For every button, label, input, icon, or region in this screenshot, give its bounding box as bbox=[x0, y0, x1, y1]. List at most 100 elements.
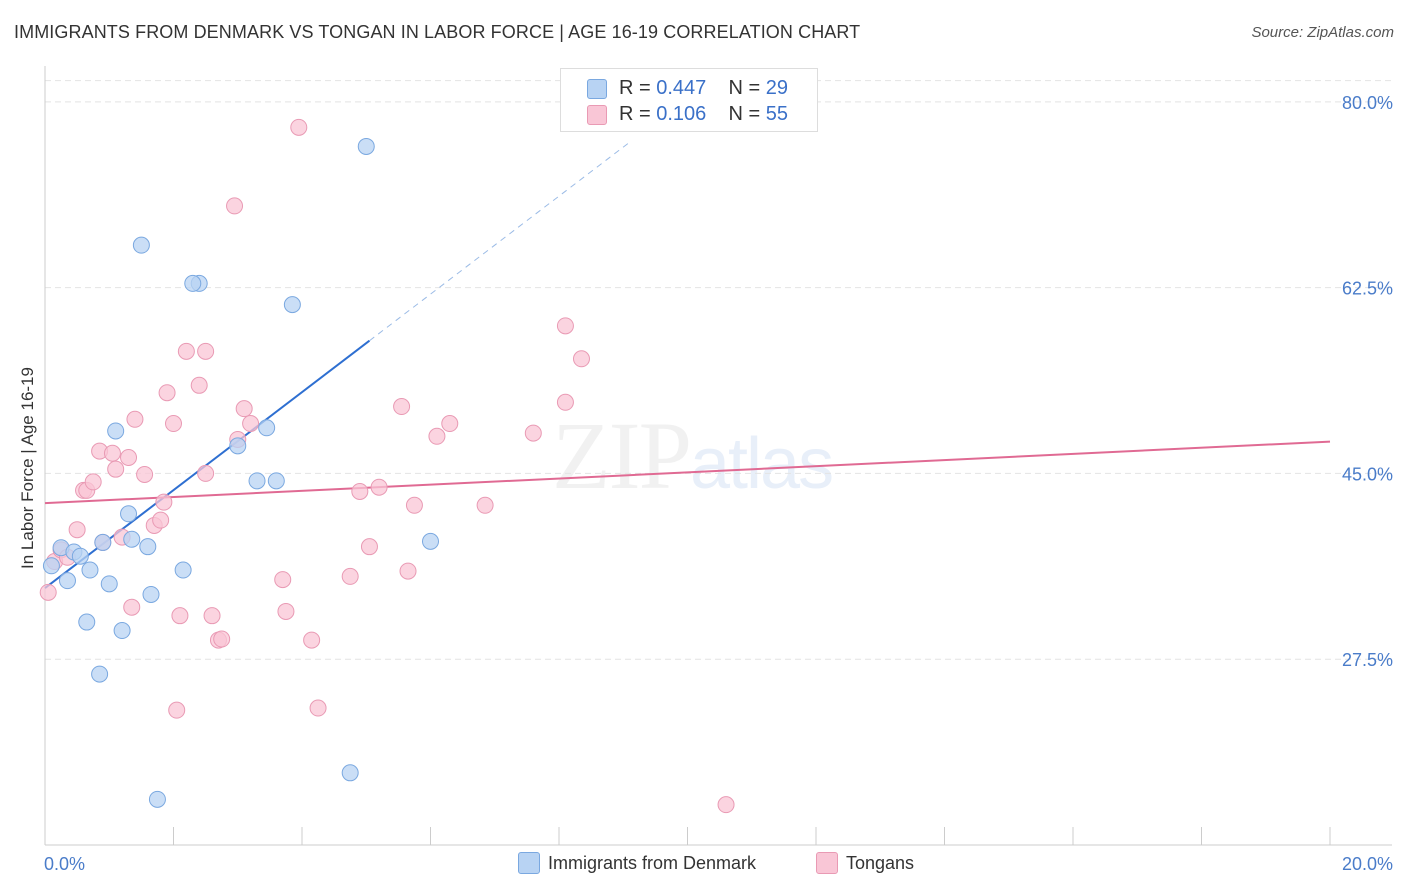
n-label: N = bbox=[728, 103, 761, 125]
point-tongan bbox=[524, 424, 542, 442]
point-denmark bbox=[229, 437, 247, 455]
point-denmark bbox=[42, 557, 60, 575]
point-tongan bbox=[120, 449, 138, 466]
point-tongan bbox=[197, 464, 215, 482]
bottom-swatch-tongan bbox=[816, 852, 838, 874]
point-denmark bbox=[174, 561, 192, 579]
point-tongan bbox=[177, 342, 195, 360]
point-tongan bbox=[277, 602, 295, 620]
point-tongan bbox=[717, 796, 735, 814]
legend-swatch-denmark bbox=[587, 79, 607, 99]
point-tongan bbox=[476, 496, 494, 514]
axes bbox=[44, 66, 1392, 846]
point-denmark bbox=[248, 472, 266, 490]
trendline-denmark-extension bbox=[369, 141, 630, 342]
r-value: 0.447 bbox=[656, 77, 707, 99]
y-tick-label: 62.5% bbox=[1342, 279, 1393, 299]
point-tongan bbox=[556, 393, 574, 411]
point-tongan bbox=[309, 699, 327, 717]
watermark-atlas: atlas bbox=[690, 424, 834, 504]
point-denmark bbox=[184, 274, 202, 292]
point-denmark bbox=[107, 422, 125, 440]
point-tongan bbox=[556, 317, 574, 335]
point-tongan bbox=[107, 460, 125, 478]
n-label: N = bbox=[728, 77, 761, 99]
point-tongan bbox=[370, 478, 388, 496]
point-denmark bbox=[148, 790, 166, 808]
r-value: 0.106 bbox=[656, 103, 707, 125]
point-tongan bbox=[103, 444, 121, 462]
point-tongan bbox=[274, 571, 292, 589]
point-tongan bbox=[190, 376, 208, 394]
point-denmark bbox=[258, 419, 276, 437]
point-tongan bbox=[341, 567, 359, 585]
point-denmark bbox=[123, 530, 141, 548]
trendline-denmark bbox=[44, 339, 371, 589]
point-tongan bbox=[68, 521, 86, 539]
point-tongan bbox=[441, 415, 459, 433]
point-denmark bbox=[120, 505, 138, 523]
x-tick-label-min: 0.0% bbox=[44, 854, 85, 874]
tick-labels: 27.5% 45.0% 62.5% 80.0% 0.0% 20.0% bbox=[44, 93, 1393, 874]
source-credit: Source: ZipAtlas.com bbox=[1251, 24, 1394, 41]
r-label: R = bbox=[619, 77, 651, 99]
point-denmark bbox=[58, 572, 76, 590]
legend-stats-denmark: R = 0.447 N = 29 bbox=[619, 77, 788, 100]
data-points bbox=[39, 118, 735, 814]
bottom-legend-label-tongan: Tongans bbox=[846, 853, 915, 873]
bottom-legend-label-denmark: Immigrants from Denmark bbox=[548, 853, 757, 873]
point-denmark bbox=[81, 561, 99, 579]
point-tongan bbox=[39, 583, 57, 601]
point-tongan bbox=[168, 701, 186, 719]
point-denmark bbox=[91, 665, 109, 683]
point-denmark bbox=[357, 137, 375, 155]
chart-title: IMMIGRANTS FROM DENMARK VS TONGAN IN LAB… bbox=[14, 22, 861, 42]
trendline-tongan bbox=[44, 440, 1331, 505]
point-tongan bbox=[360, 538, 378, 556]
point-denmark bbox=[283, 296, 301, 314]
correlation-legend: R = 0.447 N = 29 R = 0.106 N = 55 bbox=[560, 68, 818, 132]
point-denmark bbox=[78, 613, 96, 631]
point-tongan bbox=[155, 493, 173, 511]
point-denmark bbox=[267, 472, 285, 490]
y-tick-label: 27.5% bbox=[1342, 650, 1393, 670]
n-value: 55 bbox=[765, 103, 789, 125]
legend-swatch-tongan bbox=[587, 105, 607, 125]
point-tongan bbox=[152, 511, 170, 529]
point-tongan bbox=[197, 342, 215, 360]
point-denmark bbox=[94, 533, 112, 551]
point-tongan bbox=[572, 350, 590, 368]
point-tongan bbox=[399, 562, 417, 580]
point-tongan bbox=[242, 415, 260, 433]
point-denmark bbox=[100, 575, 118, 593]
point-denmark bbox=[142, 585, 160, 603]
point-tongan bbox=[123, 598, 141, 616]
point-tongan bbox=[428, 427, 446, 445]
point-denmark bbox=[139, 538, 157, 556]
point-denmark bbox=[422, 532, 439, 550]
grid bbox=[45, 80, 1392, 660]
point-tongan bbox=[213, 630, 231, 648]
point-tongan bbox=[165, 415, 182, 433]
x-tick-label-max: 20.0% bbox=[1342, 854, 1393, 874]
watermark: ZIPatlas bbox=[552, 400, 834, 511]
point-tongan bbox=[290, 118, 308, 136]
point-tongan bbox=[393, 398, 411, 416]
r-label: R = bbox=[619, 103, 651, 125]
legend-stats-tongan: R = 0.106 N = 55 bbox=[619, 103, 788, 126]
point-tongan bbox=[136, 465, 154, 483]
point-tongan bbox=[158, 384, 176, 402]
point-tongan bbox=[405, 496, 423, 514]
y-tick-label: 45.0% bbox=[1342, 464, 1393, 484]
point-tongan bbox=[235, 400, 253, 418]
point-denmark bbox=[71, 547, 89, 565]
point-tongan bbox=[171, 607, 189, 625]
watermark-zip: ZIP bbox=[552, 402, 692, 509]
point-tongan bbox=[303, 631, 321, 649]
point-tongan bbox=[226, 197, 244, 215]
point-tongan bbox=[351, 482, 369, 500]
y-tick-label: 80.0% bbox=[1342, 93, 1393, 113]
point-denmark bbox=[341, 764, 359, 782]
point-denmark bbox=[113, 622, 131, 640]
